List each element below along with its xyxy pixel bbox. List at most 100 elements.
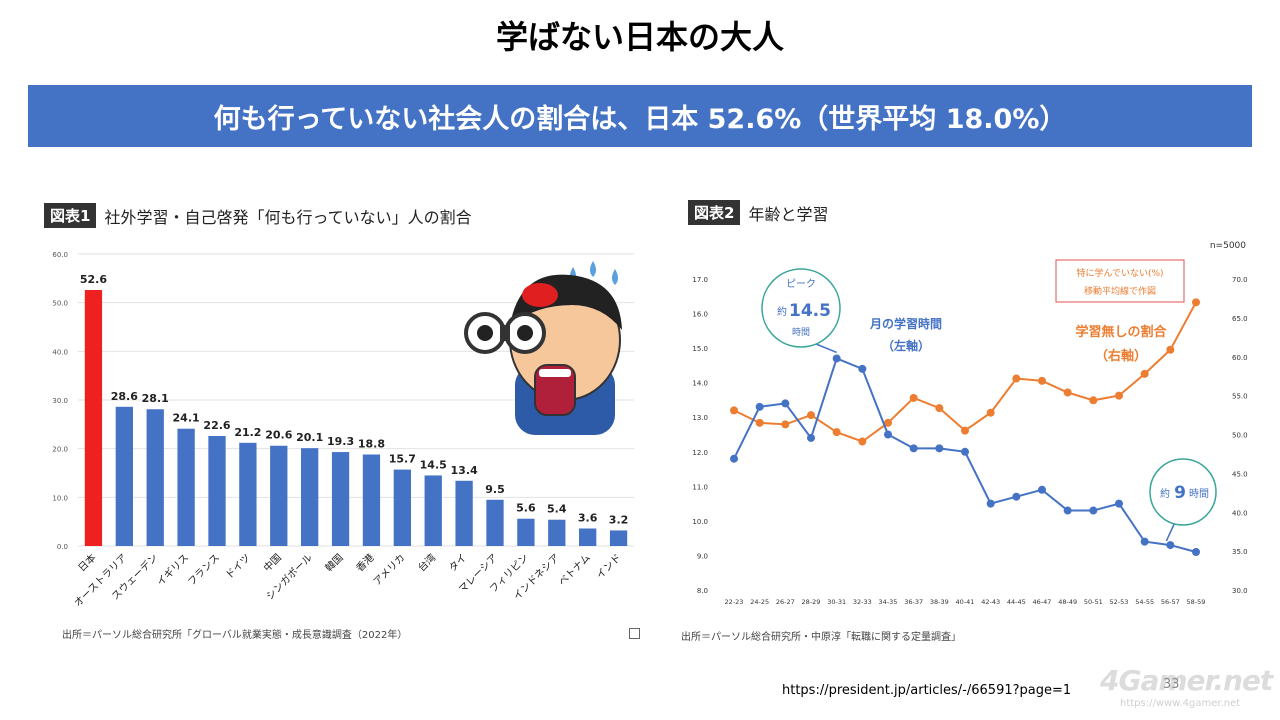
fig2-study-hours-point (755, 402, 764, 411)
fig2-xtick-label: 46-47 (1033, 598, 1052, 606)
fig2-right-tick-label: 40.0 (1232, 509, 1248, 517)
fig2-right-tick-label: 50.0 (1232, 432, 1248, 440)
fig1-ytick-label: 60.0 (52, 251, 68, 259)
fig2-no-learning-point (1115, 391, 1123, 400)
fig2-tag: 図表2 (688, 200, 741, 225)
fig2-xtick-label: 58-59 (1187, 598, 1206, 606)
fig1-category-label: イギリス (154, 552, 191, 589)
fig1-category-label: 中国 (261, 551, 284, 574)
fig2-left-tick-label: 16.0 (692, 311, 708, 319)
fig2-study-hours-point (935, 444, 944, 453)
fig2-peak-caption: ピーク (786, 278, 816, 290)
fig2-left-tick-label: 17.0 (692, 276, 708, 284)
fig1-header: 図表1 社外学習・自己啓発「何も行っていない」人の割合 (44, 203, 472, 228)
fig2-xtick-label: 54-55 (1135, 598, 1154, 606)
fig2-xtick-label: 24-25 (750, 598, 769, 606)
fig1-value-label: 3.6 (578, 511, 598, 524)
fig2-no-learning-point (961, 426, 969, 435)
fig2-peak-approx: 約 (777, 305, 787, 318)
fig2-right-tick-label: 45.0 (1232, 470, 1248, 478)
fig2-no-learning-point (1038, 376, 1046, 385)
fig2-right-tick-label: 55.0 (1232, 393, 1248, 401)
forehead-mark (522, 283, 558, 307)
fig2-legend-line2: 移動平均線で作図 (1084, 285, 1156, 297)
fig2-no-learning-point (884, 418, 892, 427)
fig1-value-label: 19.3 (327, 435, 354, 448)
shocked-man-illustration (464, 261, 622, 435)
fig2-right-tick-label: 30.0 (1232, 587, 1248, 595)
fig2-legend-box (1055, 259, 1185, 303)
fig1-value-label: 52.6 (80, 273, 107, 286)
fig2-xtick-label: 50-51 (1084, 598, 1103, 606)
fig2-study-hours-point (858, 364, 867, 373)
fig2-left-tick-label: 11.0 (692, 483, 708, 491)
fig2-xtick-label: 44-45 (1007, 598, 1026, 606)
fig1-category-label: 香港 (354, 552, 377, 575)
fig2-xtick-label: 48-49 (1058, 598, 1077, 606)
fig2-xtick-label: 56-57 (1161, 598, 1180, 606)
fig2-no-learning-point (781, 420, 790, 429)
fig2-no-learning-point (755, 418, 764, 427)
fig1-category-label: アメリカ (371, 552, 407, 588)
fig1-value-label: 13.4 (451, 464, 478, 477)
fig2-right-tick-label: 65.0 (1232, 315, 1248, 323)
fig1-category-label: フランス (185, 552, 222, 589)
fig2-hours-axis-label: （左軸） (882, 338, 930, 353)
fig2-xtick-label: 36-37 (904, 598, 923, 606)
fig2-xtick-label: 26-27 (776, 598, 795, 606)
fig2-no-learning-point (909, 393, 918, 402)
fig1-value-label: 24.1 (173, 412, 200, 425)
watermark-logo: 4Gamer.net (1100, 664, 1273, 697)
fig1-bar (115, 406, 133, 546)
slide-title: 学ばない日本の大人 (495, 18, 784, 56)
fig2-right-tick-label: 35.0 (1232, 548, 1248, 556)
fig1-bar-chart: 0.0 10.0 20.0 30.0 40.0 50.0 60.0 52.6 日本 28.6 オース… (52, 251, 634, 610)
fig1-value-label: 20.6 (265, 429, 292, 442)
fig2-peak-pointer (815, 343, 837, 354)
fig2-legend-line1: 特に学んでいない(%) (1076, 267, 1163, 279)
binoculars-icon (464, 312, 546, 354)
fig2-xtick-label: 40-41 (956, 598, 975, 606)
fig2-study-hours-point (807, 433, 815, 442)
fig1-value-label: 20.1 (296, 431, 323, 444)
fig2-left-tick-label: 12.0 (692, 449, 708, 457)
fig2-peak-value: 14.5 (789, 301, 831, 321)
fig2-hours-label: 月の学習時間 (869, 316, 942, 331)
fig1-bar (239, 442, 257, 546)
fig2-left-tick-label: 8.0 (697, 587, 708, 595)
watermark-url: https://www.4gamer.net (1120, 698, 1241, 709)
fig2-title: 年齢と学習 (748, 204, 829, 224)
fig1-ytick-label: 50.0 (52, 300, 68, 308)
fig2-no-learning-point (1063, 388, 1072, 397)
fig1-bar (517, 518, 535, 546)
fig1-category-label: インド (595, 552, 624, 581)
fig2-no-learning-point (730, 406, 738, 415)
fig2-xtick-label: 22-23 (725, 598, 744, 606)
fig1-value-label: 28.1 (142, 392, 169, 405)
fig2-study-hours-point (1140, 537, 1149, 546)
fig2-study-hours-point (730, 454, 738, 463)
fig1-tag: 図表1 (44, 203, 97, 228)
fig1-bar (548, 519, 566, 546)
fig2-study-hours-point (986, 499, 995, 508)
open-mouth-shape (534, 364, 576, 416)
fig1-value-label: 15.7 (389, 453, 416, 466)
fig2-peak-bubble (761, 268, 841, 348)
fig1-value-label: 28.6 (111, 390, 138, 403)
fig2-right-tick-label: 70.0 (1232, 276, 1248, 284)
fig2-no-learning-point (1089, 396, 1098, 405)
fig2-header: 図表2 年齢と学習 (688, 200, 828, 225)
fig1-bar (455, 480, 473, 546)
fig1-category-label: オーストラリア (72, 552, 130, 610)
fig2-no-learning-point (1192, 298, 1200, 307)
page-number: 33 (1163, 677, 1180, 692)
fig2-xtick-label: 28-29 (802, 598, 821, 606)
fig1-bar (579, 528, 597, 546)
fig2-study-hours-point (1089, 506, 1098, 515)
fig1-ytick-label: 0.0 (57, 543, 68, 551)
fig2-study-hours-point (1038, 485, 1046, 494)
fig2-study-hours-point (909, 444, 918, 453)
fig1-category-label: 台湾 (415, 551, 438, 574)
fig2-study-hours-point (1115, 499, 1123, 508)
fig2-end-approx: 約 (1160, 487, 1170, 500)
